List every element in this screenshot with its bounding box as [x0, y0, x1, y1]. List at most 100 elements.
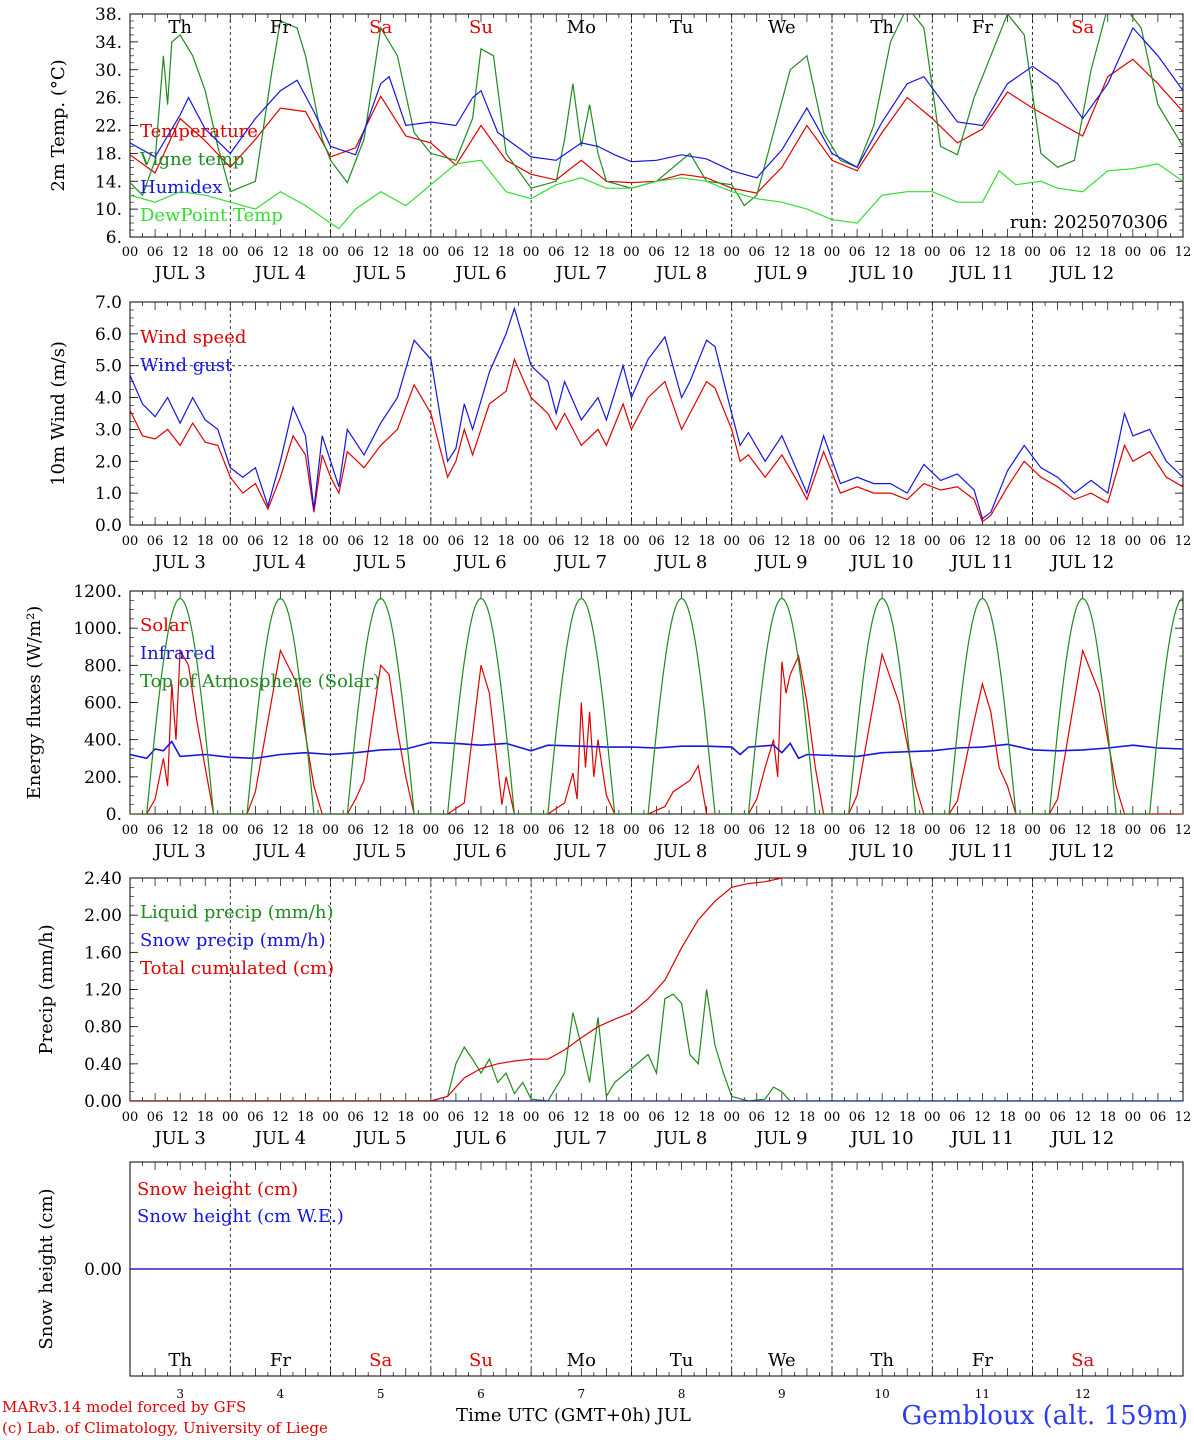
panel-2-frame	[129, 301, 1184, 526]
hour-tick-label: 00	[924, 823, 941, 838]
y-tick-label: 800.	[84, 656, 122, 676]
hour-tick-label: 12	[974, 823, 991, 838]
hour-tick-label: 12	[1175, 823, 1192, 838]
date-number-bottom: 8	[678, 1387, 686, 1401]
date-label: JUL 6	[453, 552, 507, 573]
date-number-bottom: 11	[975, 1387, 990, 1401]
hour-tick-label: 18	[598, 823, 615, 838]
hour-tick-label: 12	[573, 534, 590, 549]
legend-entry: Snow height (cm W.E.)	[137, 1206, 344, 1227]
weekday-label: Sa	[1071, 17, 1094, 38]
legend-entry: Snow height (cm)	[137, 1179, 298, 1200]
weekday-label-bottom: Sa	[369, 1350, 392, 1371]
hour-tick-label: 00	[222, 1110, 239, 1125]
date-number-bottom: 3	[176, 1387, 184, 1401]
series-line-humidex	[130, 26, 1183, 179]
hour-tick-label: 12	[272, 534, 289, 549]
y-tick-label: 3.0	[95, 420, 122, 440]
date-label: JUL 12	[1049, 263, 1114, 284]
hour-tick-label: 18	[799, 1110, 816, 1125]
legend-entry: Humidex	[140, 177, 222, 198]
hour-tick-label: 18	[698, 534, 715, 549]
date-label: JUL 10	[849, 841, 914, 862]
date-label: JUL 7	[554, 1128, 608, 1149]
hour-tick-label: 12	[1175, 534, 1192, 549]
hour-tick-label: 00	[824, 823, 841, 838]
hour-tick-label: 06	[548, 245, 565, 260]
hour-tick-label: 12	[272, 1110, 289, 1125]
hour-tick-label: 12	[874, 534, 891, 549]
hour-tick-label: 18	[1100, 534, 1117, 549]
hour-tick-label: 18	[297, 823, 314, 838]
date-label: JUL 4	[253, 841, 307, 862]
y-tick-label: 0.40	[84, 1055, 122, 1075]
weekday-label: Fr	[972, 17, 993, 38]
hour-tick-label: 12	[874, 823, 891, 838]
y-tick-label: 5.0	[95, 357, 122, 377]
hour-tick-label: 06	[749, 534, 766, 549]
date-label: JUL 3	[152, 1128, 206, 1149]
y-tick-label: 0.	[106, 805, 122, 825]
date-number-bottom: 5	[377, 1387, 385, 1401]
hour-tick-label: 18	[398, 823, 415, 838]
hour-tick-label: 06	[949, 245, 966, 260]
hour-tick-label: 18	[498, 245, 515, 260]
weekday-label: Th	[870, 17, 894, 38]
panel-3-frame	[129, 590, 1184, 815]
hour-tick-label: 00	[523, 1110, 540, 1125]
hour-tick-label: 06	[1150, 534, 1167, 549]
hour-tick-label: 06	[548, 823, 565, 838]
legend-entry: Top of Atmosphere (Solar)	[140, 671, 380, 692]
hour-tick-label: 00	[1024, 245, 1041, 260]
legend-entry: Solar	[140, 615, 189, 636]
y-tick-label: 0.00	[84, 1092, 122, 1112]
weekday-label-bottom: Th	[168, 1350, 192, 1371]
hour-tick-label: 18	[197, 245, 214, 260]
date-label: JUL 5	[353, 841, 407, 862]
hour-tick-label: 00	[824, 1110, 841, 1125]
date-label: JUL 7	[554, 552, 608, 573]
series-line-total-cumulated-cm	[130, 878, 790, 1101]
hour-tick-label: 00	[623, 534, 640, 549]
hour-tick-label: 06	[749, 823, 766, 838]
hour-tick-label: 12	[573, 1110, 590, 1125]
date-number-bottom: 6	[477, 1387, 485, 1401]
hour-tick-label: 00	[322, 245, 339, 260]
hour-tick-label: 06	[849, 534, 866, 549]
hour-tick-label: 06	[1049, 245, 1066, 260]
date-label: JUL 11	[949, 263, 1014, 284]
hour-tick-label: 06	[147, 245, 164, 260]
legend-entry: Snow precip (mm/h)	[140, 930, 326, 951]
hour-tick-label: 12	[974, 534, 991, 549]
series-line-solar	[130, 648, 1183, 814]
hour-tick-label: 06	[448, 534, 465, 549]
hour-tick-label: 18	[799, 823, 816, 838]
date-label: JUL 5	[353, 1128, 407, 1149]
hour-tick-label: 18	[999, 1110, 1016, 1125]
hour-tick-label: 06	[448, 1110, 465, 1125]
model-credit: MARv3.14 model forced by GFS	[2, 1398, 247, 1416]
hour-tick-label: 00	[423, 534, 440, 549]
date-label: JUL 5	[353, 552, 407, 573]
weekday-label-bottom: Mo	[567, 1350, 596, 1371]
date-label: JUL 9	[754, 263, 808, 284]
hour-tick-label: 18	[297, 1110, 314, 1125]
panel-1-frame	[129, 13, 1184, 238]
hour-tick-label: 18	[498, 823, 515, 838]
y-axis-title-1: 2m Temp. (°C)	[48, 59, 69, 191]
hour-tick-label: 06	[448, 823, 465, 838]
hour-tick-label: 00	[1024, 534, 1041, 549]
y-tick-label: 38.	[95, 5, 122, 25]
hour-tick-label: 12	[372, 534, 389, 549]
x-axis-title: Time UTC (GMT+0h) JUL	[456, 1405, 691, 1426]
hour-tick-label: 12	[172, 823, 189, 838]
hour-tick-label: 18	[197, 1110, 214, 1125]
weekday-label: Tu	[670, 17, 694, 38]
hour-tick-label: 00	[1125, 1110, 1142, 1125]
hour-tick-label: 12	[774, 245, 791, 260]
hour-tick-label: 06	[749, 245, 766, 260]
hour-tick-label: 12	[473, 245, 490, 260]
hour-tick-label: 18	[1100, 1110, 1117, 1125]
hour-tick-label: 00	[1024, 823, 1041, 838]
hour-tick-label: 18	[899, 1110, 916, 1125]
